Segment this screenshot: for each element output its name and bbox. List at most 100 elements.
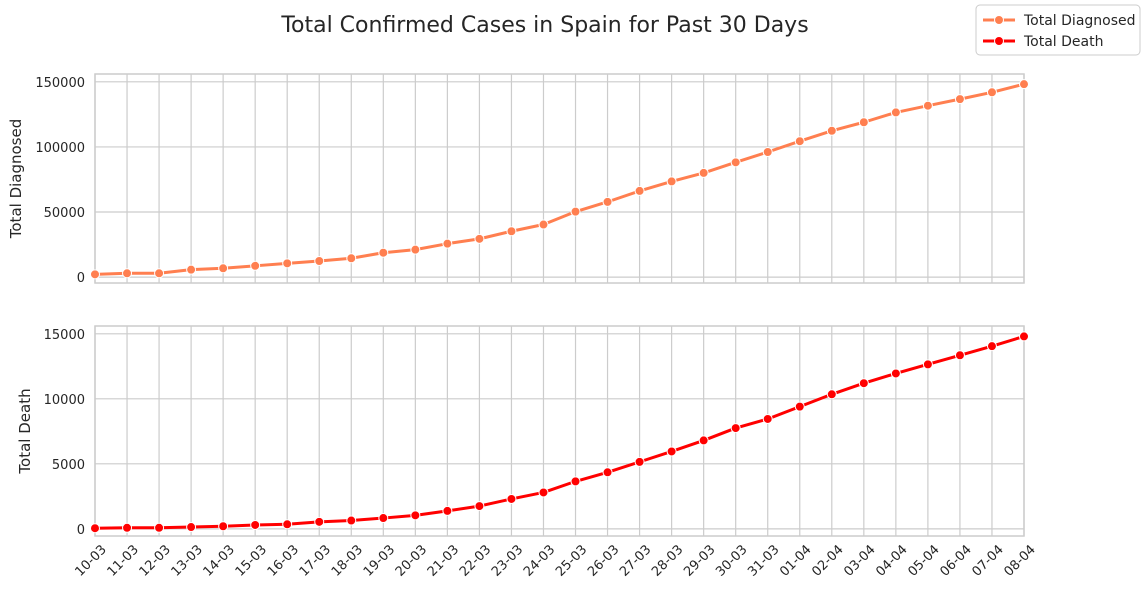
data-point xyxy=(666,446,677,457)
data-point xyxy=(762,413,773,424)
data-point xyxy=(858,378,869,389)
x-tick-label: 29-03 xyxy=(681,542,718,579)
series-line xyxy=(93,334,1026,530)
x-tick-label: 21-03 xyxy=(425,542,462,579)
data-point xyxy=(890,107,901,118)
x-tick-label: 20-03 xyxy=(393,542,430,579)
x-tick-label: 04-04 xyxy=(873,542,910,579)
x-tick-label: 01-04 xyxy=(777,542,814,579)
y-tick-label: 50000 xyxy=(44,206,85,221)
top-panel-grid xyxy=(94,74,1025,283)
data-point xyxy=(570,476,581,487)
x-tick-label: 22-03 xyxy=(457,542,494,579)
x-tick-label: 23-03 xyxy=(489,542,526,579)
legend-diagnosed-marker xyxy=(994,15,1004,25)
x-tick-label: 12-03 xyxy=(137,542,174,579)
x-tick-label: 10-03 xyxy=(73,542,110,579)
x-tick-label: 26-03 xyxy=(585,542,622,579)
data-point xyxy=(250,519,261,530)
data-point xyxy=(666,176,677,187)
data-point xyxy=(314,516,325,527)
data-point xyxy=(314,255,325,266)
bottom-panel: 0 5000 10000 15000 Total Death xyxy=(16,325,1029,538)
data-point xyxy=(250,260,261,271)
top-panel-frame xyxy=(94,73,1025,284)
data-point xyxy=(602,196,613,207)
data-point xyxy=(538,487,549,498)
x-tick-label: 24-03 xyxy=(521,542,558,579)
data-point xyxy=(186,522,197,533)
data-point xyxy=(826,125,837,136)
data-point xyxy=(634,185,645,196)
data-point xyxy=(90,523,100,534)
y-tick-label: 5000 xyxy=(52,458,85,473)
data-point xyxy=(474,233,485,244)
data-point xyxy=(730,157,741,168)
data-point xyxy=(698,435,709,446)
data-point xyxy=(90,269,100,280)
data-point xyxy=(346,515,357,526)
x-tick-label: 08-04 xyxy=(1002,542,1039,579)
data-point xyxy=(1019,331,1029,342)
data-point xyxy=(954,94,965,105)
data-point xyxy=(890,368,901,379)
data-point xyxy=(506,493,517,504)
bottom-panel-series xyxy=(90,331,1029,534)
data-point xyxy=(378,513,389,524)
x-tick-label: 31-03 xyxy=(745,542,782,579)
x-tick-label: 02-04 xyxy=(809,542,846,579)
data-point xyxy=(826,389,837,400)
y-tick-label: 10000 xyxy=(44,393,85,408)
bottom-panel-y-label: Total Death xyxy=(16,388,34,474)
y-tick-label: 150000 xyxy=(35,76,85,91)
data-point xyxy=(538,219,549,230)
data-point xyxy=(122,268,133,279)
data-point xyxy=(282,519,293,530)
legend-death-label: Total Death xyxy=(1023,34,1103,50)
data-point xyxy=(634,456,645,467)
data-point xyxy=(218,263,229,274)
data-point xyxy=(218,521,229,532)
x-tick-label: 18-03 xyxy=(329,542,366,579)
series-line xyxy=(93,82,1026,276)
data-point xyxy=(346,253,357,264)
x-tick-label: 19-03 xyxy=(361,542,398,579)
legend-death-marker xyxy=(994,36,1004,46)
bottom-panel-frame xyxy=(94,325,1025,537)
data-point xyxy=(186,264,197,275)
data-point xyxy=(378,247,389,258)
y-tick-label: 100000 xyxy=(35,141,85,156)
data-point xyxy=(474,501,485,512)
x-tick-label: 15-03 xyxy=(233,542,270,579)
data-point xyxy=(154,522,165,533)
x-axis-tick-labels: 10-0311-0312-0313-0314-0315-0316-0317-03… xyxy=(73,542,1039,579)
data-point xyxy=(698,167,709,178)
x-tick-label: 25-03 xyxy=(553,542,590,579)
data-point xyxy=(762,147,773,158)
bottom-panel-grid xyxy=(94,326,1025,536)
y-tick-label: 0 xyxy=(77,523,85,538)
chart-title: Total Confirmed Cases in Spain for Past … xyxy=(280,13,808,38)
x-tick-label: 30-03 xyxy=(713,542,750,579)
data-point xyxy=(410,510,421,521)
legend: Total Diagnosed Total Death xyxy=(975,4,1141,56)
data-point xyxy=(794,401,805,412)
data-point xyxy=(730,423,741,434)
x-tick-label: 28-03 xyxy=(649,542,686,579)
data-point xyxy=(282,258,293,269)
x-tick-label: 17-03 xyxy=(297,542,334,579)
data-point xyxy=(922,359,933,370)
data-point xyxy=(794,136,805,147)
data-point xyxy=(506,226,517,237)
data-point xyxy=(986,87,997,98)
data-point xyxy=(858,117,869,128)
x-tick-label: 13-03 xyxy=(169,542,206,579)
legend-frame xyxy=(975,4,1141,56)
data-point xyxy=(154,268,165,279)
data-point xyxy=(442,238,453,249)
y-tick-label: 15000 xyxy=(44,328,85,343)
data-point xyxy=(410,244,421,255)
bottom-panel-y-ticks: 0 5000 10000 15000 xyxy=(44,328,85,538)
top-panel-series xyxy=(90,79,1029,280)
